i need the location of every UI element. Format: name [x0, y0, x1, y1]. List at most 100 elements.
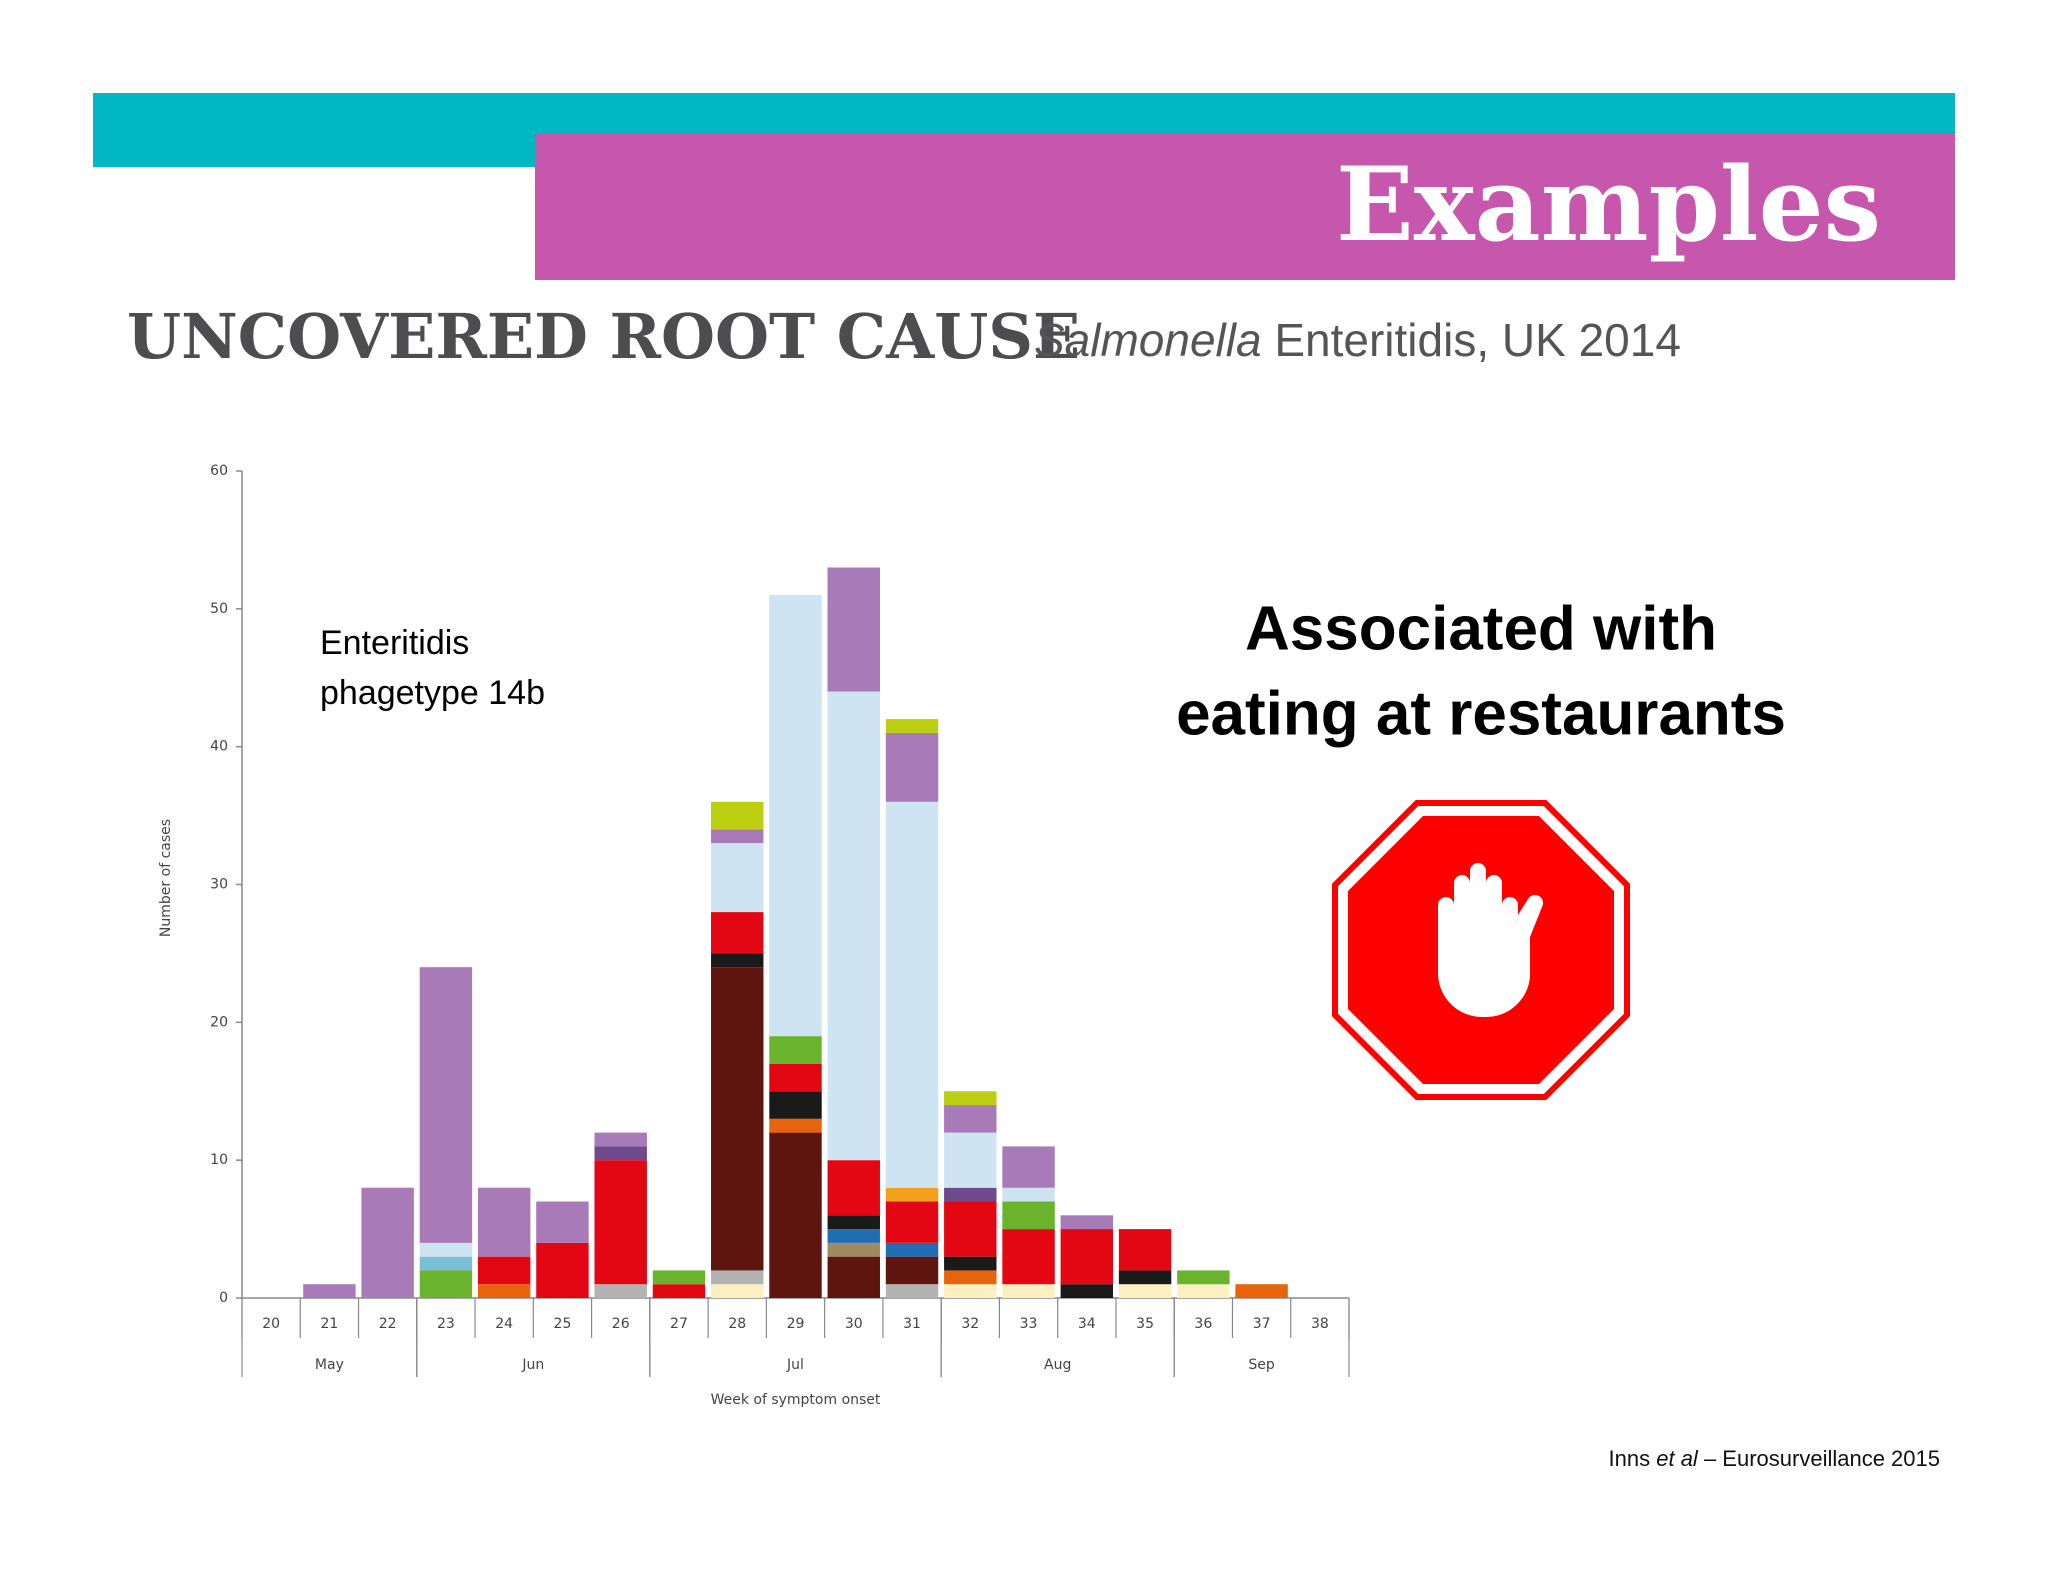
- x-tick-label: 20: [262, 1316, 280, 1332]
- y-tick-label: 40: [210, 739, 228, 755]
- x-tick-label: 28: [728, 1316, 746, 1332]
- bar-segment: [827, 1242, 880, 1257]
- bar-segment: [361, 1187, 414, 1298]
- month-label: Sep: [1248, 1357, 1275, 1373]
- x-tick-label: 26: [612, 1316, 630, 1332]
- bar-segment: [594, 1132, 647, 1147]
- bar-segment: [1118, 1270, 1172, 1285]
- stop-sign: [1332, 800, 1630, 1100]
- bar-segment: [711, 967, 764, 1271]
- bar-segment: [827, 691, 880, 1161]
- bar-segment: [711, 953, 764, 968]
- y-tick-label: 0: [219, 1290, 228, 1306]
- bar-segment: [477, 1284, 531, 1298]
- citation-rest: – Eurosurveillance 2015: [1704, 1446, 1940, 1471]
- x-tick-label: 36: [1194, 1316, 1212, 1332]
- bar-segment: [944, 1105, 997, 1133]
- y-tick-label: 10: [210, 1152, 228, 1168]
- bar-segment: [885, 1284, 939, 1298]
- bar-segment: [1002, 1146, 1055, 1188]
- annotation: phagetype 14b: [320, 674, 545, 712]
- x-tick-label: 25: [554, 1316, 572, 1332]
- bar-segment: [769, 1132, 822, 1298]
- bar-segment: [944, 1132, 997, 1188]
- x-axis-label: Week of symptom onset: [711, 1392, 881, 1408]
- x-tick-label: 22: [379, 1316, 397, 1332]
- callout-line: eating at restaurants: [1176, 679, 1786, 748]
- bar-segment: [885, 1201, 939, 1243]
- bar-segment: [711, 843, 764, 913]
- bar-segment: [827, 567, 880, 692]
- month-label: May: [315, 1357, 344, 1373]
- bar-segment: [711, 801, 764, 830]
- bar-segment: [1002, 1284, 1055, 1298]
- subtitle-detail: Salmonella Enteritidis, UK 2014: [1034, 314, 1681, 366]
- y-tick-label: 60: [210, 463, 228, 479]
- bar-segment: [536, 1242, 589, 1298]
- bar-segment: [944, 1201, 997, 1257]
- bar-segment: [652, 1270, 706, 1285]
- bar-segment: [711, 1270, 764, 1285]
- subtitle-rest: Enteritidis, UK 2014: [1274, 314, 1681, 366]
- y-tick-label: 30: [210, 877, 228, 893]
- bar-segment: [944, 1187, 997, 1202]
- month-label: Aug: [1044, 1357, 1071, 1373]
- bar-segment: [419, 967, 473, 1243]
- chart: 0 10 20 30 40 50 60 Number of cases 20 21 22 23 24 25…: [158, 463, 1350, 1408]
- subtitle-italic: Salmonella: [1034, 314, 1262, 366]
- x-tick-label: 21: [320, 1316, 338, 1332]
- bar-segment: [419, 1256, 473, 1271]
- x-tick-label: 31: [903, 1316, 921, 1332]
- x-tick-label: 34: [1078, 1316, 1096, 1332]
- bar-segment: [711, 829, 764, 844]
- bar-segment: [1235, 1284, 1288, 1298]
- bar-segment: [885, 719, 939, 733]
- bar-segment: [944, 1091, 997, 1106]
- bar-segment: [944, 1270, 997, 1285]
- subtitle-main: UNCOVERED ROOT CAUSE: [127, 300, 1080, 373]
- x-tick-label: 23: [437, 1316, 455, 1332]
- bar-segment: [536, 1201, 589, 1243]
- bar-segment: [477, 1187, 531, 1257]
- bar-segment: [594, 1284, 647, 1298]
- bar-segment: [1177, 1270, 1230, 1285]
- bar-segment: [303, 1284, 356, 1298]
- bar-segment: [419, 1242, 473, 1257]
- bar-segment: [769, 1036, 822, 1064]
- y-tick-label: 50: [210, 601, 228, 617]
- bar-segment: [652, 1284, 706, 1298]
- bar-segment: [769, 1091, 822, 1119]
- bar-segment: [1118, 1229, 1172, 1271]
- bar-segment: [1060, 1229, 1114, 1285]
- bar-segment: [1118, 1284, 1172, 1298]
- bar-segment: [1060, 1284, 1114, 1298]
- bar-segment: [711, 912, 764, 954]
- x-tick-label: 37: [1253, 1316, 1271, 1332]
- x-tick-label: 35: [1136, 1316, 1154, 1332]
- stop-hand: [1438, 863, 1544, 1018]
- bar-segment: [711, 1284, 764, 1298]
- callout-line: Associated with: [1245, 594, 1717, 663]
- bar-segment: [769, 1063, 822, 1092]
- x-tick-label: 32: [961, 1316, 979, 1332]
- bar-segment: [1002, 1187, 1055, 1202]
- bar-segment: [1002, 1201, 1055, 1230]
- bar-segment: [885, 801, 939, 1188]
- bar-segment: [477, 1256, 531, 1285]
- slide-title: Examples: [1336, 145, 1881, 265]
- annotation: Enteritidis: [320, 624, 469, 662]
- x-tick-label: 30: [845, 1316, 863, 1332]
- x-tick-label: 38: [1311, 1316, 1329, 1332]
- citation: Inns et al – Eurosurveillance 2015: [1609, 1446, 1940, 1471]
- month-label: Jul: [786, 1357, 804, 1373]
- bar-segment: [827, 1256, 880, 1298]
- y-tick-label: 20: [210, 1014, 228, 1030]
- bar-segment: [827, 1160, 880, 1216]
- bar-segment: [419, 1270, 473, 1298]
- bar-segment: [594, 1146, 647, 1161]
- title-band: [535, 133, 1955, 280]
- month-label: Jun: [521, 1357, 544, 1373]
- bar-segment: [1177, 1284, 1230, 1298]
- bar-segment: [827, 1215, 880, 1230]
